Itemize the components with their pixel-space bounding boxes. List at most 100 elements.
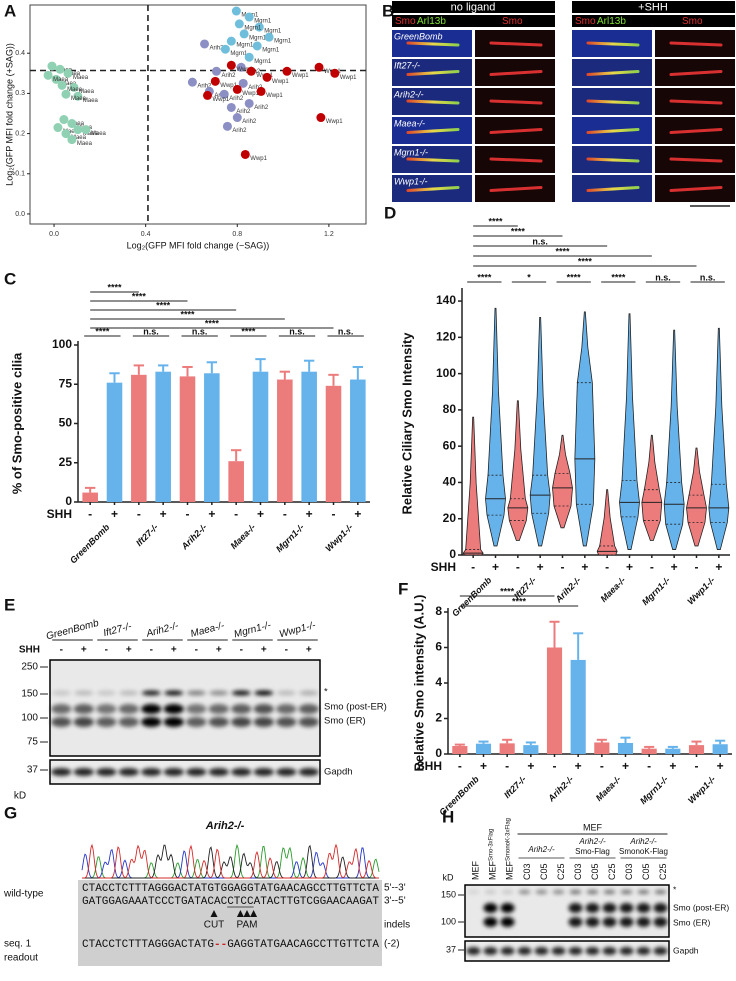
pam-label: PAM [237, 920, 258, 931]
band [163, 717, 184, 727]
lane-label-sup: Smo-3xFlag [488, 829, 494, 861]
condition-sign: - [332, 507, 336, 521]
point-label: Wwp1 [266, 93, 283, 99]
condition-sign: + [480, 759, 487, 773]
scatter-point [246, 66, 256, 76]
scatter-point [57, 80, 67, 90]
lane-sign: - [150, 645, 153, 656]
point-label: Maea [61, 81, 77, 87]
band [231, 704, 252, 714]
band [73, 768, 94, 776]
significance-label: **** [156, 300, 171, 310]
lane-label: MEFSmonoK-3xFlag [505, 818, 515, 880]
violin [462, 416, 484, 556]
x-tick-label: Maea-/- [598, 575, 627, 604]
band [186, 704, 207, 714]
band [518, 890, 531, 894]
cilium [586, 128, 640, 134]
row-label: Maea-/- [394, 118, 425, 128]
row-label: seq. 1 [4, 939, 32, 950]
panel-label: B [382, 1, 394, 20]
bar [228, 461, 244, 502]
channel-box [392, 15, 555, 27]
group-label: GreenBomb [45, 618, 100, 643]
channel-label: Smo [682, 16, 703, 27]
band [119, 690, 139, 696]
band [298, 704, 319, 714]
lane-sign: + [216, 645, 222, 656]
point-label: Mgrn1 [244, 25, 262, 31]
band [141, 704, 162, 714]
y-tick-label: 0.3 [15, 90, 25, 97]
scatter-point [67, 119, 77, 129]
sequence: GATGGAGAAATCCCTGATACACCTCCATACTTGTCGGAAC… [82, 896, 379, 908]
y-tick-label: 0.0 [15, 211, 25, 218]
violin [686, 447, 707, 547]
cilium-smo [489, 41, 543, 47]
scatter-point [222, 121, 232, 131]
row-label: GreenBomb [394, 31, 443, 41]
significance-label: n.s. [532, 236, 548, 246]
condition-sign: + [208, 507, 215, 521]
point-label: Maea [71, 135, 87, 141]
point-label: Arih2 [197, 84, 212, 90]
y-tick-label: 60 [443, 438, 457, 452]
x-tick-label: 0.8 [232, 231, 242, 238]
band [602, 947, 617, 955]
band [602, 917, 617, 927]
condition-sign: + [537, 560, 544, 574]
header-box [572, 1, 735, 13]
band [276, 768, 297, 776]
point-label: Arih2 [210, 46, 225, 52]
band [619, 947, 634, 955]
y-tick-label: 40 [443, 475, 457, 489]
y-tick-label: 0 [435, 746, 442, 760]
scatter-point [262, 72, 272, 82]
bar [641, 748, 657, 754]
band [164, 690, 184, 696]
point-label: Mgrn1 [249, 36, 267, 42]
band [186, 768, 207, 776]
band [141, 717, 162, 727]
point-label: Arih2 [242, 119, 257, 125]
condition-label: +SHH [638, 1, 668, 13]
group-label: Maea-/- [189, 620, 226, 640]
scatter-point [59, 115, 69, 125]
violin [529, 316, 551, 547]
point-label: Wwp1 [213, 97, 230, 103]
scatter-point [240, 149, 250, 159]
band [551, 947, 566, 955]
cilium-smo [669, 99, 723, 105]
scatter-point [67, 135, 77, 145]
point-label: Maea [71, 96, 87, 102]
cilium-smo [489, 99, 543, 105]
band [186, 690, 206, 696]
violin [641, 434, 663, 541]
scatter-point [316, 113, 326, 123]
bar [523, 745, 539, 754]
site-marker [243, 910, 251, 917]
panel-label: C [4, 269, 16, 288]
unit-label: kD [14, 791, 26, 802]
lane-label: MEFSmo-3xFlag [488, 829, 498, 880]
point-label: Maea [53, 77, 69, 83]
bar [204, 373, 220, 502]
channel-label: Arl13b [597, 16, 626, 27]
scatter-point [220, 44, 230, 54]
bar [106, 382, 123, 502]
point-label: Wwp1 [326, 119, 343, 125]
lane-sign: - [105, 645, 108, 656]
bar [712, 744, 728, 754]
point-label: Wwp1 [272, 79, 289, 85]
scatter-point [232, 84, 242, 94]
point-label: Arih2 [236, 109, 251, 115]
point-label: Maea [83, 131, 99, 137]
ladder-label: 75 [27, 737, 39, 748]
band [73, 717, 94, 727]
condition-label: no ligand [451, 1, 496, 13]
y-axis-label: Log₂(GFP MFI fold change (+SAG)) [4, 43, 14, 186]
band [298, 768, 319, 776]
panel-label: F [398, 579, 408, 598]
band [568, 903, 583, 913]
